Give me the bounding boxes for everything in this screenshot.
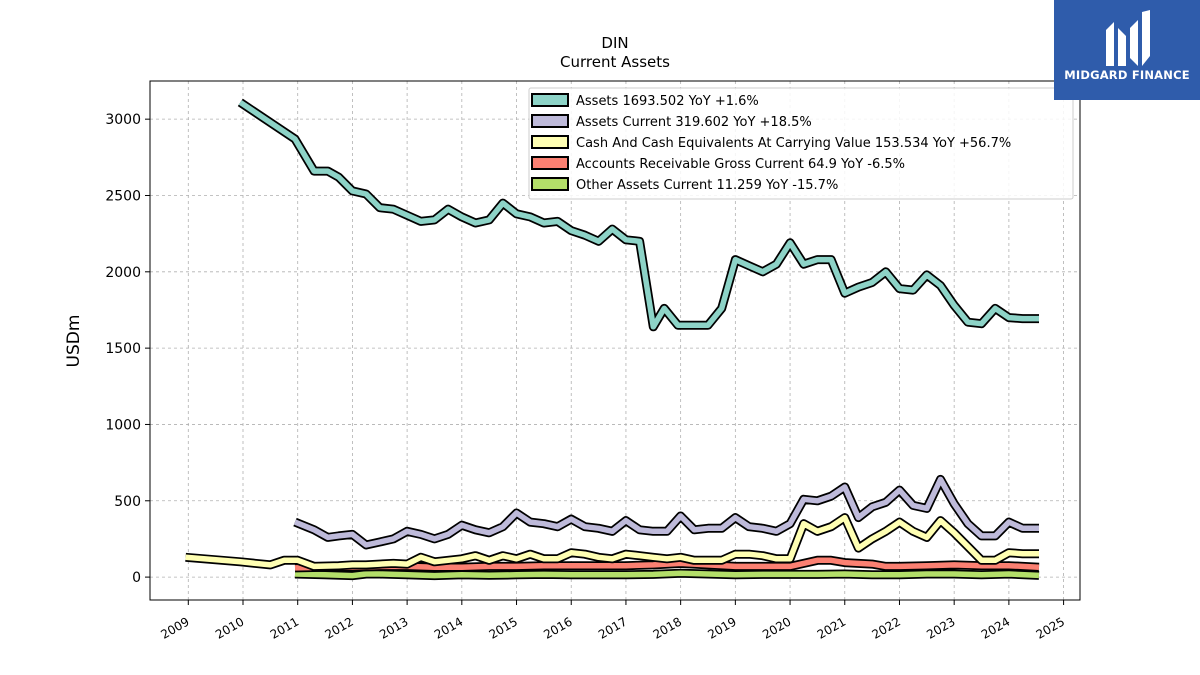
series-line-assets — [238, 100, 1039, 330]
plot-frame — [149, 80, 1081, 601]
x-tick-label: 2025 — [1034, 614, 1067, 641]
series-layer — [185, 98, 1040, 581]
legend-swatch — [531, 177, 569, 191]
legend-entry: Assets Current 319.602 YoY +18.5% — [576, 115, 812, 130]
legend-swatch — [531, 114, 569, 128]
x-tick-label: 2020 — [760, 614, 793, 641]
x-tick-label: 2021 — [815, 614, 848, 641]
brand-name: MIDGARD FINANCE — [1064, 68, 1190, 82]
x-tick-label: 2018 — [651, 614, 684, 641]
x-tick-label: 2012 — [322, 614, 355, 641]
x-tick-label: 2010 — [213, 614, 246, 641]
x-tick-label: 2009 — [158, 614, 191, 641]
chart-subtitle: Current Assets — [560, 53, 670, 71]
legend-box — [528, 87, 1074, 200]
y-tick-label: 0 — [132, 570, 141, 586]
x-tick-label: 2015 — [487, 614, 520, 641]
legend: Assets 1693.502 YoY +1.6% Assets Current … — [528, 87, 1074, 200]
y-tick-label: 2500 — [105, 188, 141, 204]
brand-mark-icon — [1106, 10, 1150, 66]
legend-swatch — [531, 135, 569, 149]
series-line-other-assets-current — [294, 570, 1040, 579]
legend-entry: Accounts Receivable Gross Current 64.9 Y… — [576, 157, 905, 172]
x-tick-label: 2013 — [377, 614, 410, 641]
x-tick-label: 2014 — [432, 614, 465, 641]
legend-swatch — [531, 93, 569, 107]
series-line-assets-current — [293, 476, 1039, 548]
legend-swatch — [531, 156, 569, 170]
x-tick-label: 2023 — [924, 614, 957, 641]
chart-title: DIN — [601, 34, 628, 52]
x-tick-label: 2011 — [268, 614, 301, 641]
y-tick-label: 2000 — [105, 265, 141, 281]
y-tick-label: 3000 — [105, 112, 141, 128]
series-line-accounts-receivable-gross-current — [294, 557, 1040, 571]
legend-entry: Cash And Cash Equivalents At Carrying Va… — [576, 136, 1011, 151]
x-tick-label: 2019 — [705, 614, 738, 641]
legend-entry: Assets 1693.502 YoY +1.6% — [576, 94, 759, 109]
y-tick-label: 1000 — [105, 417, 141, 433]
y-tick-label: 500 — [114, 494, 141, 510]
y-axis-label: USDm — [64, 315, 84, 368]
x-tick-label: 2016 — [541, 614, 574, 641]
y-tick-label: 1500 — [105, 341, 141, 357]
x-axis: 2009 2010 2011 2012 2013 2014 2015 2016 2017 2018… — [158, 600, 1067, 642]
series-line-cash-and-cash-equivalents-at-carrying-value — [185, 514, 1039, 570]
brand-logo: MIDGARD FINANCE — [1054, 0, 1200, 100]
x-tick-label: 2022 — [870, 614, 903, 641]
y-axis: 0 500 1000 1500 2000 2500 3000 — [105, 112, 150, 586]
x-tick-label: 2024 — [979, 614, 1012, 641]
legend-entry: Other Assets Current 11.259 YoY -15.7% — [576, 178, 838, 193]
x-tick-label: 2017 — [596, 614, 629, 641]
